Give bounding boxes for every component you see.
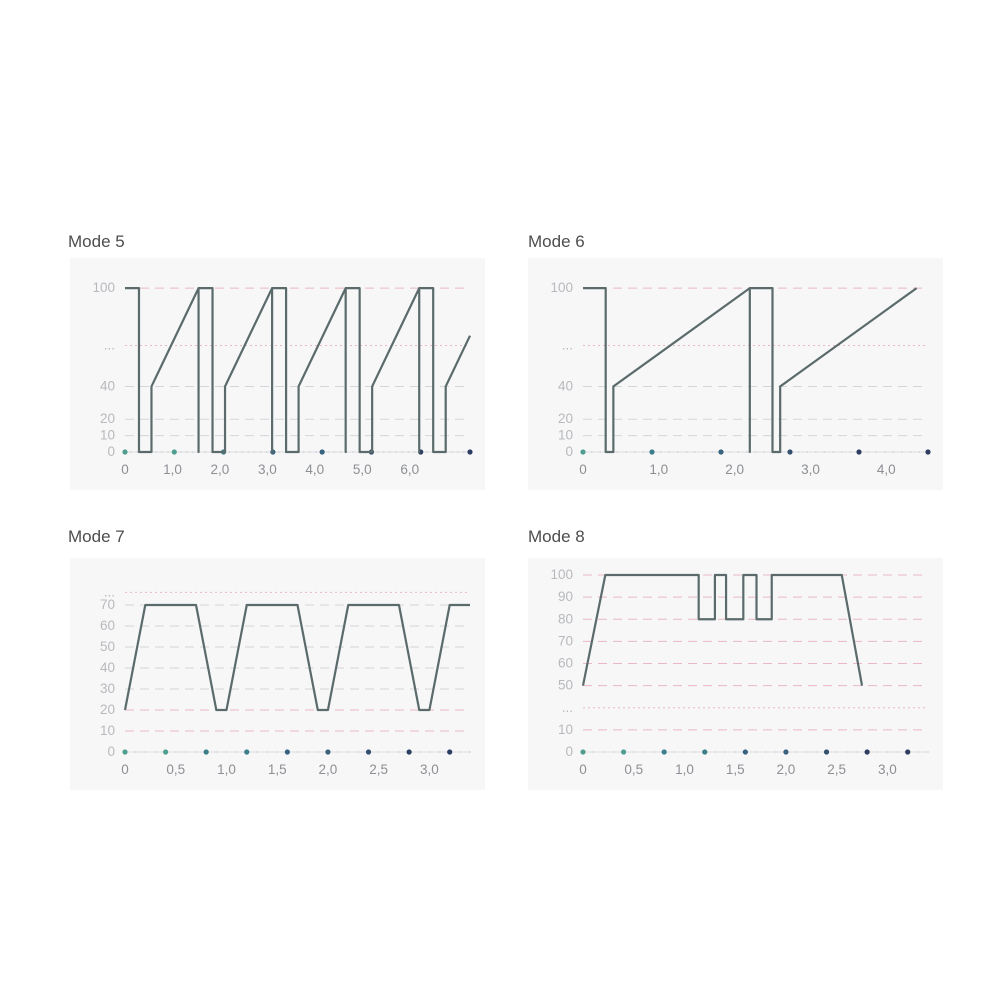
svg-text:40: 40 [100, 378, 115, 393]
svg-text:0: 0 [579, 462, 587, 477]
svg-text:5,0: 5,0 [353, 462, 372, 477]
svg-text:2,5: 2,5 [827, 762, 846, 777]
svg-text:70: 70 [558, 633, 573, 648]
svg-text:90: 90 [558, 589, 573, 604]
svg-text:0,5: 0,5 [166, 762, 185, 777]
svg-text:...: ... [104, 584, 115, 599]
svg-text:20: 20 [100, 411, 115, 426]
svg-text:10: 10 [100, 723, 115, 738]
svg-text:1,0: 1,0 [675, 762, 694, 777]
svg-text:20: 20 [558, 411, 573, 426]
svg-text:1,5: 1,5 [268, 762, 287, 777]
svg-text:3,0: 3,0 [878, 762, 897, 777]
svg-text:2,0: 2,0 [319, 762, 338, 777]
svg-text:1,5: 1,5 [726, 762, 745, 777]
svg-text:60: 60 [558, 656, 573, 671]
svg-text:20: 20 [100, 702, 115, 717]
svg-text:...: ... [562, 337, 573, 352]
svg-text:100: 100 [550, 280, 573, 295]
svg-text:3,0: 3,0 [801, 462, 820, 477]
svg-text:0: 0 [107, 444, 115, 459]
svg-text:50: 50 [100, 639, 115, 654]
svg-text:...: ... [562, 700, 573, 715]
svg-text:40: 40 [100, 660, 115, 675]
svg-text:0,5: 0,5 [624, 762, 643, 777]
svg-text:10: 10 [558, 722, 573, 737]
svg-text:80: 80 [558, 611, 573, 626]
svg-text:60: 60 [100, 618, 115, 633]
svg-text:0: 0 [107, 744, 115, 759]
svg-text:10: 10 [558, 428, 573, 443]
svg-text:2,5: 2,5 [369, 762, 388, 777]
svg-text:2,0: 2,0 [725, 462, 744, 477]
svg-text:2,0: 2,0 [211, 462, 230, 477]
svg-text:100: 100 [92, 280, 115, 295]
svg-text:40: 40 [558, 378, 573, 393]
svg-text:1,0: 1,0 [649, 462, 668, 477]
svg-text:4,0: 4,0 [305, 462, 324, 477]
svg-text:10: 10 [100, 428, 115, 443]
svg-text:100: 100 [550, 567, 573, 582]
svg-text:2,0: 2,0 [777, 762, 796, 777]
svg-text:3,0: 3,0 [258, 462, 277, 477]
svg-text:50: 50 [558, 678, 573, 693]
svg-text:4,0: 4,0 [877, 462, 896, 477]
svg-text:0: 0 [121, 762, 129, 777]
svg-text:...: ... [104, 337, 115, 352]
svg-text:0: 0 [121, 462, 129, 477]
svg-text:30: 30 [100, 681, 115, 696]
svg-text:0: 0 [579, 762, 587, 777]
svg-text:6,0: 6,0 [400, 462, 419, 477]
svg-text:1,0: 1,0 [217, 762, 236, 777]
svg-text:0: 0 [565, 744, 573, 759]
svg-text:1,0: 1,0 [163, 462, 182, 477]
svg-text:3,0: 3,0 [420, 762, 439, 777]
svg-text:0: 0 [565, 444, 573, 459]
